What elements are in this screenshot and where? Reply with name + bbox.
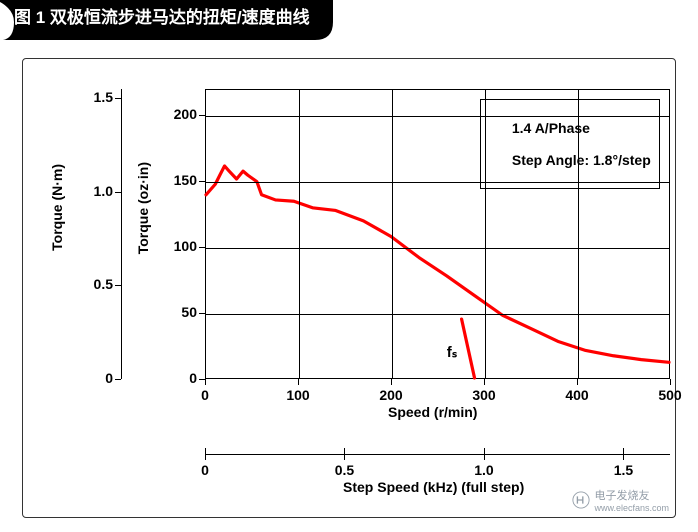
- figure-header: 图 1 双极恒流步进马达的扭矩/速度曲线: [0, 0, 333, 40]
- x2-tick-up: [484, 448, 485, 454]
- watermark: 电子发烧友 www.elecfans.com: [572, 487, 669, 513]
- gridline-h: [206, 314, 669, 315]
- watermark-icon: [572, 491, 590, 509]
- gridline-v: [299, 90, 300, 378]
- x-tick-label: 400: [557, 387, 597, 403]
- y-ozin-tick-label: 100: [157, 238, 197, 254]
- y-ozin-tick: [199, 247, 205, 248]
- gridline-v: [578, 90, 579, 378]
- y-axis-ozin-label: Torque (oz·in): [135, 162, 151, 254]
- x-axis-secondary-label: Step Speed (kHz) (full step): [343, 479, 524, 495]
- x2-tick-label: 1.5: [603, 462, 643, 478]
- y-nm-tick-label: 0.5: [75, 276, 113, 292]
- gridline-h: [206, 248, 669, 249]
- x2-tick: [484, 454, 485, 460]
- annotation-line2: Step Angle: 1.8°/step: [512, 152, 651, 168]
- x2-tick-label: 0: [185, 462, 225, 478]
- x-tick-label: 500: [650, 387, 690, 403]
- gridline-v: [485, 90, 486, 378]
- x2-tick-label: 1.0: [464, 462, 504, 478]
- y-ozin-tick: [199, 313, 205, 314]
- y-nm-tick-label: 1.5: [75, 89, 113, 105]
- x-tick: [670, 379, 671, 385]
- nm-axis-line: [121, 89, 122, 379]
- y-nm-tick-label: 0: [75, 370, 113, 386]
- x-tick: [205, 379, 206, 385]
- x2-tick-up: [623, 448, 624, 454]
- watermark-text2: www.elecfans.com: [594, 503, 669, 513]
- secondary-x-axis-line: [205, 454, 670, 455]
- y-ozin-tick-label: 0: [157, 370, 197, 386]
- x2-tick: [623, 454, 624, 460]
- x-tick-label: 300: [464, 387, 504, 403]
- fs-label: fₛ: [447, 343, 458, 361]
- torque-curve: [206, 166, 669, 362]
- y-nm-tick: [115, 192, 121, 193]
- y-ozin-tick-label: 150: [157, 172, 197, 188]
- y-ozin-tick: [199, 115, 205, 116]
- chart-panel: Torque (N·m) Torque (oz·in) Speed (r/min…: [22, 58, 676, 518]
- x2-tick: [205, 454, 206, 460]
- x-tick: [391, 379, 392, 385]
- y-nm-tick-label: 1.0: [75, 183, 113, 199]
- fs-stall-segment: [462, 319, 475, 378]
- y-nm-tick: [115, 98, 121, 99]
- x-axis-primary-label: Speed (r/min): [388, 404, 477, 420]
- y-ozin-tick: [199, 379, 205, 380]
- x-tick-label: 0: [185, 387, 225, 403]
- watermark-text1: 电子发烧友: [594, 487, 669, 503]
- x2-tick-up: [344, 448, 345, 454]
- y-nm-tick: [115, 379, 121, 380]
- chart-annotation: 1.4 A/Phase Step Angle: 1.8°/step: [480, 99, 660, 189]
- y-axis-nm-label: Torque (N·m): [49, 164, 65, 251]
- x-tick: [484, 379, 485, 385]
- x-tick: [577, 379, 578, 385]
- figure-title: 图 1 双极恒流步进马达的扭矩/速度曲线: [14, 0, 310, 36]
- y-nm-tick: [115, 285, 121, 286]
- x-tick-label: 100: [278, 387, 318, 403]
- x2-tick-label: 0.5: [324, 462, 364, 478]
- plot-area: 1.4 A/Phase Step Angle: 1.8°/step fₛ: [205, 89, 670, 379]
- y-ozin-tick-label: 50: [157, 304, 197, 320]
- y-ozin-tick: [199, 181, 205, 182]
- gridline-h: [206, 182, 669, 183]
- x-tick: [298, 379, 299, 385]
- x-tick-label: 200: [371, 387, 411, 403]
- gridline-v: [392, 90, 393, 378]
- y-ozin-tick-label: 200: [157, 106, 197, 122]
- x2-tick: [344, 454, 345, 460]
- gridline-h: [206, 116, 669, 117]
- x2-tick-up: [205, 448, 206, 454]
